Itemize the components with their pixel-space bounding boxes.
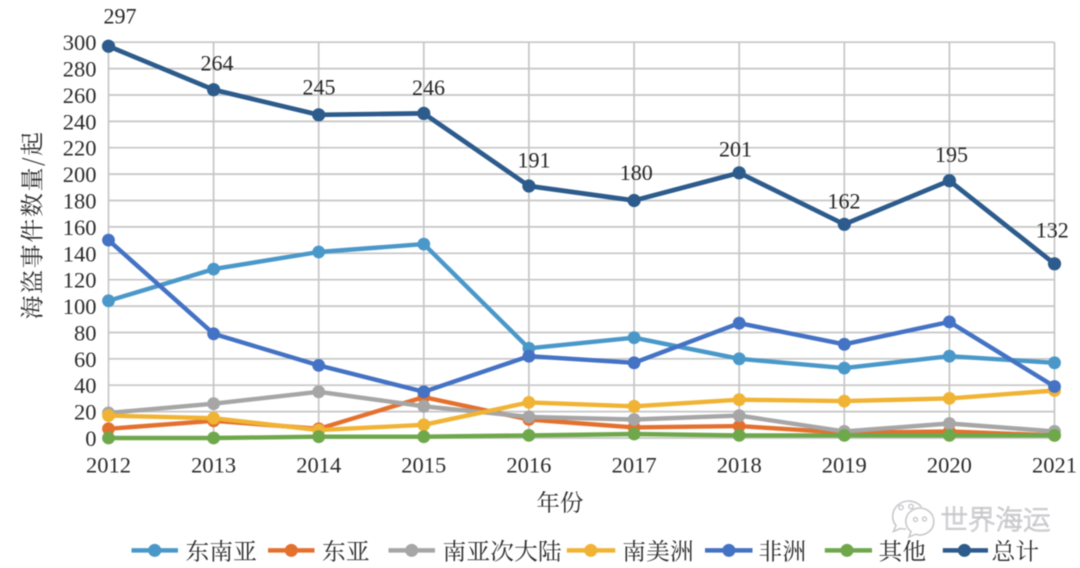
svg-text:2018: 2018 — [717, 453, 762, 478]
svg-text:245: 245 — [303, 75, 336, 100]
svg-text:2013: 2013 — [191, 453, 236, 478]
svg-text:191: 191 — [518, 148, 551, 173]
svg-text:180: 180 — [63, 189, 97, 214]
svg-text:40: 40 — [74, 373, 97, 398]
svg-text:2015: 2015 — [401, 453, 446, 478]
svg-text:201: 201 — [719, 137, 752, 162]
svg-text:2014: 2014 — [296, 453, 341, 478]
svg-text:80: 80 — [74, 321, 97, 346]
svg-text:100: 100 — [63, 294, 97, 319]
svg-text:195: 195 — [935, 142, 968, 167]
svg-text:220: 220 — [63, 136, 97, 161]
svg-text:200: 200 — [63, 162, 97, 187]
svg-text:2019: 2019 — [822, 453, 867, 478]
svg-text:240: 240 — [63, 109, 97, 134]
svg-text:297: 297 — [104, 4, 137, 29]
svg-text:120: 120 — [63, 268, 97, 293]
svg-text:162: 162 — [828, 189, 861, 214]
svg-text:180: 180 — [620, 160, 653, 185]
svg-text:2017: 2017 — [612, 453, 657, 478]
svg-text:260: 260 — [63, 83, 97, 108]
svg-text:2020: 2020 — [927, 453, 972, 478]
svg-text:246: 246 — [412, 75, 445, 100]
svg-text:264: 264 — [201, 51, 234, 76]
svg-text:280: 280 — [63, 57, 97, 82]
svg-text:160: 160 — [63, 215, 97, 240]
svg-text:2016: 2016 — [506, 453, 551, 478]
svg-text:20: 20 — [74, 400, 97, 425]
svg-text:132: 132 — [1036, 218, 1069, 243]
svg-text:140: 140 — [63, 241, 97, 266]
svg-text:2021: 2021 — [1032, 453, 1077, 478]
svg-text:300: 300 — [63, 30, 97, 55]
svg-text:2012: 2012 — [86, 453, 131, 478]
svg-text:60: 60 — [74, 347, 97, 372]
svg-text:0: 0 — [85, 426, 96, 451]
